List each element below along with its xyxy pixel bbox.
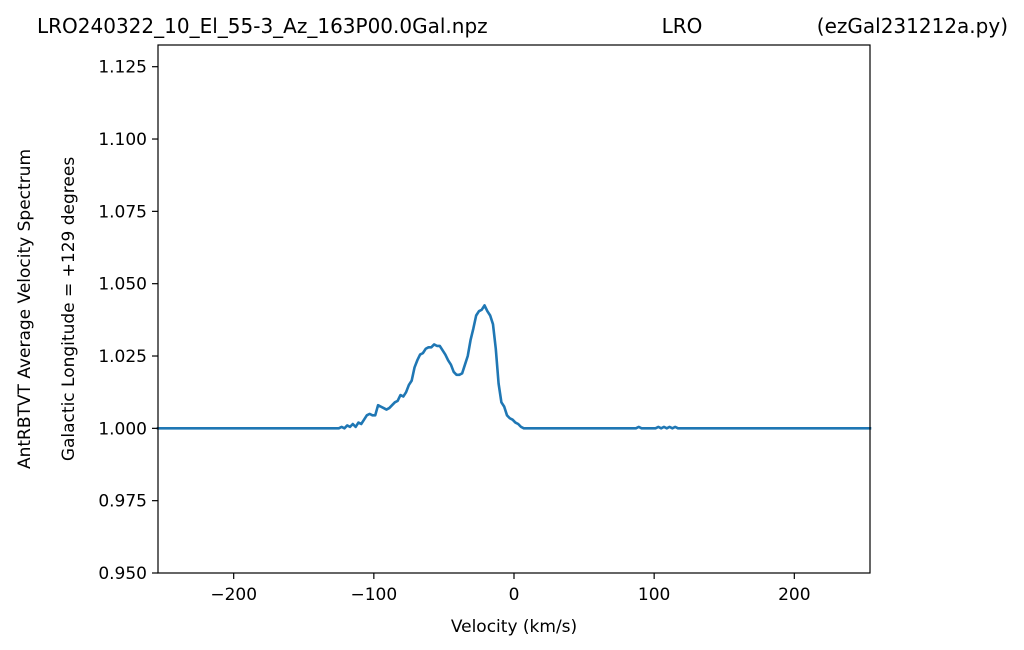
y-axis-title-inner: Galactic Longitude = +129 degrees [59,157,79,461]
x-axis-title: Velocity (km/s) [451,617,577,637]
x-axis: −200 −100 0 100 200 [210,573,811,605]
x-tick-label: −200 [210,585,257,605]
y-tick-label: 1.100 [98,130,147,150]
y-tick-label: 1.050 [98,275,147,295]
chart-title-observatory: LRO [662,14,703,38]
x-tick-label: −100 [350,585,397,605]
chart-title-program: (ezGal231212a.py) [817,14,1008,38]
y-tick-label: 1.025 [98,347,147,367]
x-tick-label: 0 [509,585,520,605]
series-line-layer [156,304,872,430]
x-tick-label: 100 [638,585,670,605]
y-tick-label: 0.950 [98,564,147,584]
y-tick-label: 1.125 [98,58,147,78]
y-tick-label: 1.000 [98,419,147,439]
series-line-0 [156,304,872,430]
y-tick-label: 0.975 [98,492,147,512]
y-axis-title-outer: AntRBTVT Average Velocity Spectrum [15,149,35,469]
y-tick-label: 1.075 [98,202,147,222]
chart-title-filename: LRO240322_10_El_55-3_Az_163P00.0Gal.npz [37,14,488,38]
y-axis: 0.950 0.975 1.000 1.025 1.050 1.075 1.100 1.125 [98,58,158,584]
x-tick-label: 200 [778,585,810,605]
